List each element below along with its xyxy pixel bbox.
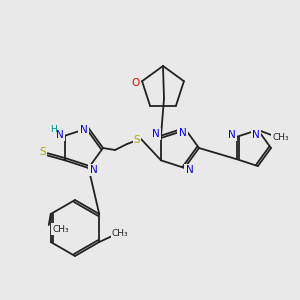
Text: S: S [40, 147, 46, 157]
Text: N: N [90, 165, 98, 175]
Text: N: N [56, 130, 64, 140]
Text: O: O [131, 78, 139, 88]
Text: CH₃: CH₃ [112, 229, 129, 238]
Text: H: H [50, 125, 56, 134]
Text: N: N [178, 128, 186, 138]
Text: N: N [186, 165, 194, 175]
Text: N: N [152, 129, 160, 139]
Text: N: N [252, 130, 260, 140]
Text: N: N [228, 130, 236, 140]
Text: CH₃: CH₃ [273, 134, 289, 142]
Text: CH₃: CH₃ [52, 224, 69, 233]
Text: S: S [134, 135, 140, 145]
Text: N: N [80, 125, 87, 135]
